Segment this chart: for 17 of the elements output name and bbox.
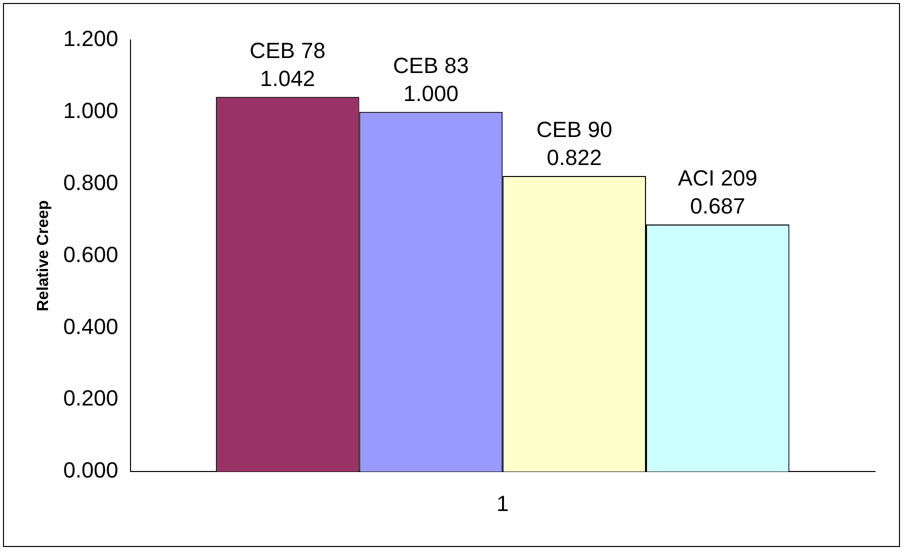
x-tick-label: 1 bbox=[496, 490, 509, 516]
series-label: CEB 78 bbox=[250, 38, 326, 63]
y-axis-title: Relative Creep bbox=[35, 200, 52, 312]
y-tick-label: 0.600 bbox=[63, 242, 118, 267]
series-label: CEB 90 bbox=[536, 117, 612, 142]
y-tick-label: 0.200 bbox=[63, 386, 118, 411]
data-label: 1.000 bbox=[403, 80, 458, 106]
data-label: 0.822 bbox=[546, 145, 602, 170]
data-label: 0.687 bbox=[690, 194, 746, 219]
series-label: CEB 83 bbox=[393, 52, 469, 78]
y-tick-label: 0.800 bbox=[63, 170, 118, 195]
y-tick-label: 1.000 bbox=[63, 98, 118, 123]
y-tick-label: 0.000 bbox=[63, 458, 118, 483]
data-label: 1.042 bbox=[260, 66, 316, 91]
y-tick-label: 1.200 bbox=[63, 26, 118, 52]
series-label: ACI 209 bbox=[678, 166, 758, 191]
y-tick-label: 0.400 bbox=[63, 314, 118, 339]
